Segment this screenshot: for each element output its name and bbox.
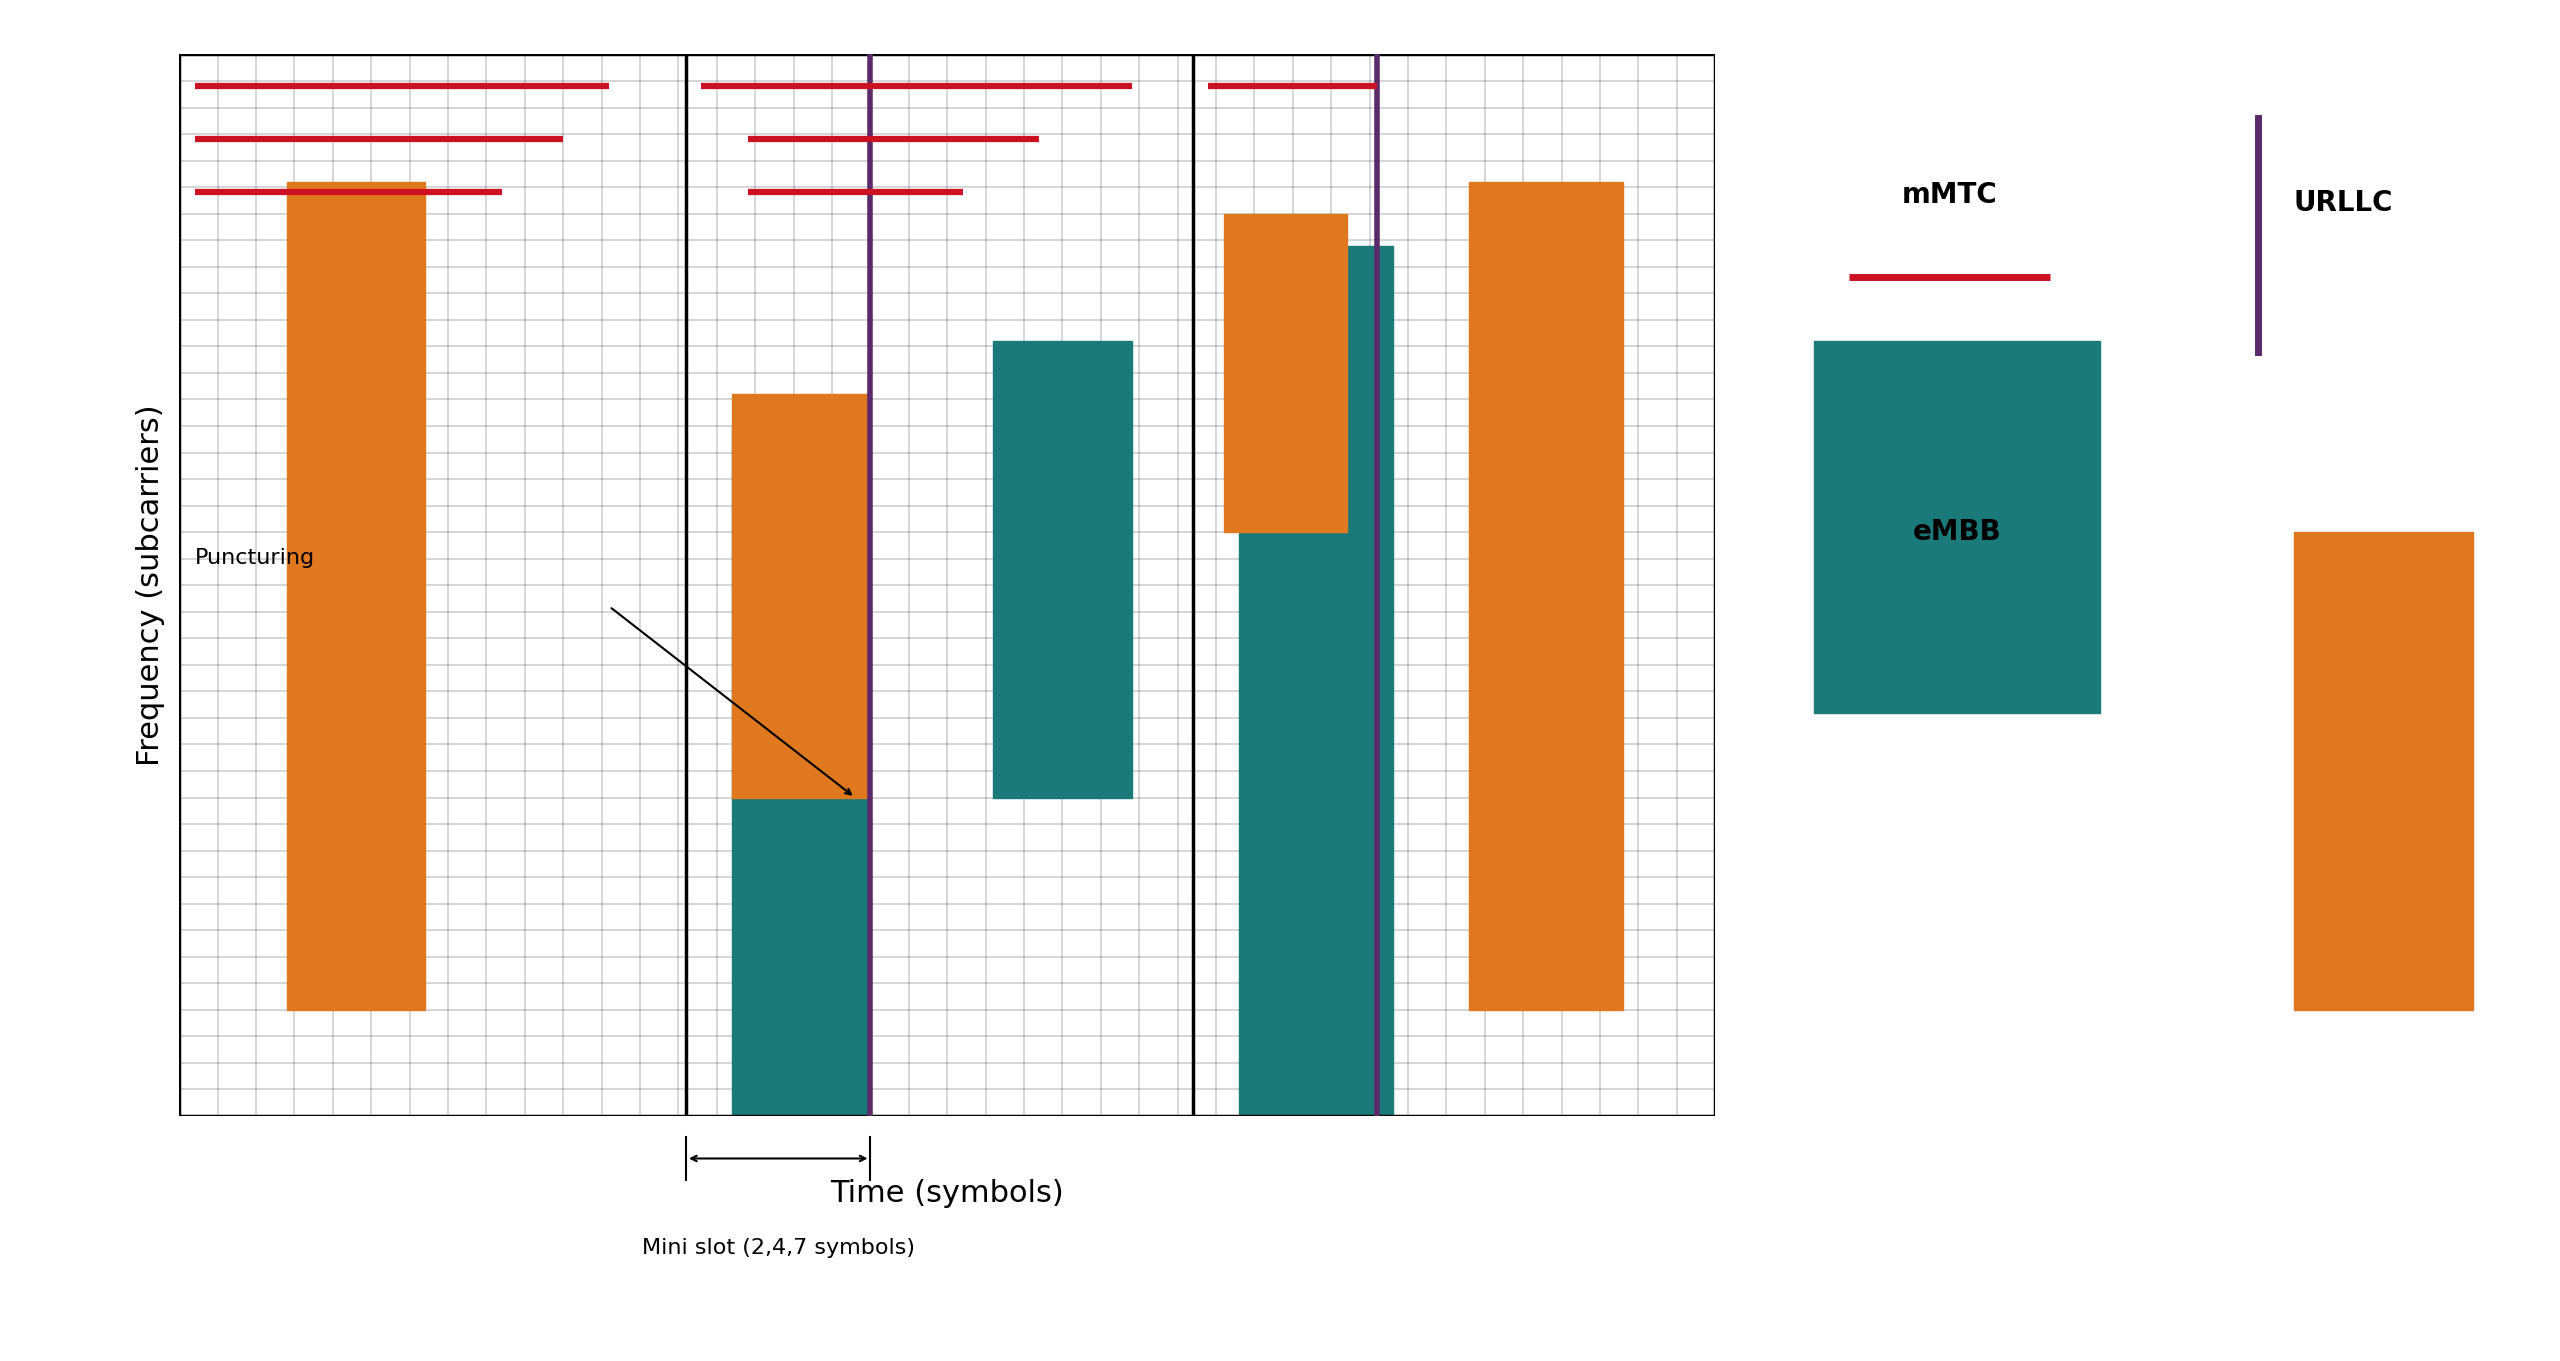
Text: eMBB: eMBB [1912,519,2002,546]
Bar [1239,245,1393,1116]
Bar [993,342,1132,798]
Bar [1469,182,1623,1010]
Bar [732,395,870,798]
Y-axis label: Frequency (subcarriers): Frequency (subcarriers) [136,404,166,766]
Bar [1812,342,2099,713]
Bar [732,426,870,1116]
Text: CORESET: CORESET [2309,798,2450,826]
Text: Mini slot (2,4,7 symbols): Mini slot (2,4,7 symbols) [643,1239,914,1258]
Text: URLLC: URLLC [2294,189,2394,216]
Text: mMTC: mMTC [1902,181,1997,210]
Bar [1224,214,1347,532]
X-axis label: Time (symbols): Time (symbols) [829,1179,1065,1207]
Bar [2294,532,2473,1010]
Text: Puncturing: Puncturing [195,548,315,568]
Bar [287,182,425,1010]
